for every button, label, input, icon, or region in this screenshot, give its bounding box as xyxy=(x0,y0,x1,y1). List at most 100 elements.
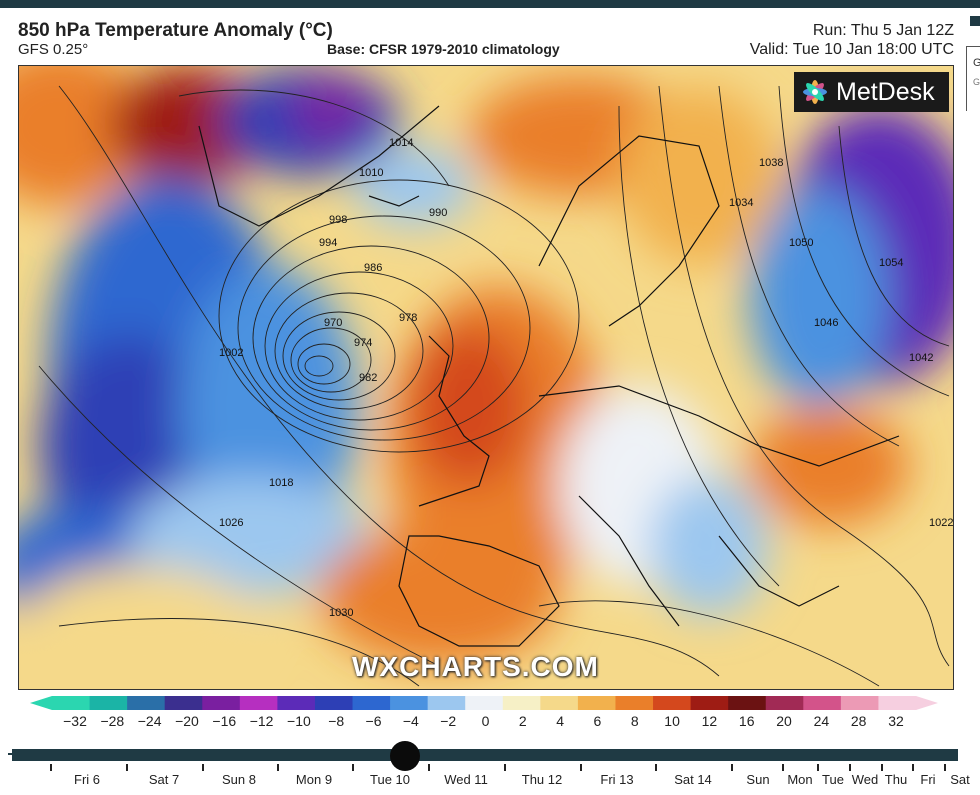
isobar-label: 986 xyxy=(364,262,382,274)
timeline-tick xyxy=(912,764,914,771)
colorbar-segment xyxy=(427,696,466,710)
metdesk-brand-text: MetDesk xyxy=(836,77,935,106)
timeline-tick xyxy=(817,764,819,771)
timeline-tick xyxy=(580,764,582,771)
isobar-label: 1026 xyxy=(219,517,243,529)
timeline-tick xyxy=(849,764,851,771)
colorbar-segment xyxy=(803,696,842,710)
colorbar-tick-label: 10 xyxy=(664,713,680,729)
colorbar-tick-label: 24 xyxy=(813,713,830,729)
colorbar-tick-label: −28 xyxy=(100,713,125,729)
time-slider-handle[interactable] xyxy=(390,741,420,771)
isobar-label: 994 xyxy=(319,237,337,249)
timeline-tick xyxy=(782,764,784,771)
colorbar-segment xyxy=(690,696,729,710)
timeline-day-label[interactable]: Wed xyxy=(851,772,879,787)
isobar-label: 1018 xyxy=(269,477,293,489)
timeline-tick xyxy=(944,764,946,771)
colorbar-tick-label: −6 xyxy=(365,713,382,729)
colorbar-tick-label: 2 xyxy=(518,713,527,729)
colorbar-segment xyxy=(127,696,166,710)
isobar-label: 974 xyxy=(354,337,372,349)
colorbar-segment xyxy=(314,696,354,710)
colorbar-tick-label: 16 xyxy=(738,713,755,729)
timeline-day-label[interactable]: Tue xyxy=(822,772,844,787)
map-canvas: 970 974 978 982 986 990 994 998 1002 101… xyxy=(19,66,953,689)
colorbar-tick-label: 32 xyxy=(888,713,904,729)
isobar-label: 1010 xyxy=(359,167,383,179)
colorbar-tick-label: 12 xyxy=(701,713,718,729)
colorbar-tick-label: −12 xyxy=(249,713,274,729)
run-time: Run: Thu 5 Jan 12Z xyxy=(812,22,954,39)
timeline-day-label[interactable]: Mon 9 xyxy=(295,772,333,787)
colorbar-segment xyxy=(89,696,128,710)
metdesk-logo: MetDesk xyxy=(794,72,949,112)
side-tab-label: G xyxy=(973,57,980,69)
isobar-label: 1014 xyxy=(389,137,413,149)
timeline-day-label[interactable]: Fri 13 xyxy=(600,772,634,787)
top-bar xyxy=(0,0,980,8)
colorbar-segment xyxy=(352,696,391,710)
side-tab-sub: G xyxy=(973,77,980,87)
timeline-day-label[interactable]: Mon xyxy=(787,772,813,787)
isobar-label: 1042 xyxy=(909,352,933,364)
isobar-label: 1030 xyxy=(329,607,353,619)
colorbar-tick-label: −20 xyxy=(175,713,199,729)
timeline-ticks xyxy=(0,764,980,772)
colorbar-segment xyxy=(502,696,541,710)
valid-time: Valid: Tue 10 Jan 18:00 UTC xyxy=(749,41,954,58)
colorbar-segment xyxy=(878,696,917,710)
timeline-day-label[interactable]: Sun 8 xyxy=(222,772,256,787)
colorbar-segment xyxy=(765,696,804,710)
timeline-day-label[interactable]: Tue 10 xyxy=(370,772,410,787)
temperature-field xyxy=(19,66,953,686)
timeline-day-label[interactable]: Thu 12 xyxy=(521,772,563,787)
model-label: GFS 0.25° xyxy=(18,41,89,58)
colorbar xyxy=(30,696,938,710)
colorbar-segment xyxy=(615,696,654,710)
colorbar-tick-label: −4 xyxy=(402,713,419,729)
colorbar-right-arrow xyxy=(916,696,938,710)
colorbar-tick-label: 4 xyxy=(556,713,565,729)
isobar-label: 1002 xyxy=(219,347,243,359)
isobar-labels: 970 974 978 982 986 990 994 998 1002 101… xyxy=(219,137,953,619)
time-slider-track[interactable] xyxy=(12,749,958,761)
timeline-day-label[interactable]: Sat 14 xyxy=(674,772,712,787)
colorbar-tick-labels: −32 −28 −24 −20 −16 −12 −10 −8 −6 −4 −2 0 2 4 6 8 10 12 16… xyxy=(0,713,980,733)
isobar-label: 978 xyxy=(399,312,417,324)
wxcharts-watermark: WXCHARTS.COM xyxy=(352,651,599,682)
timeline-day-label[interactable]: Thu xyxy=(884,772,908,787)
timeline-day-label[interactable]: Sat xyxy=(950,772,970,787)
colorbar-tick-label: −10 xyxy=(287,713,311,729)
colorbar-segment xyxy=(202,696,241,710)
colorbar-segment xyxy=(164,696,203,710)
timeline-day-label[interactable]: Fri xyxy=(920,772,936,787)
colorbar-tick-label: 0 xyxy=(481,713,490,729)
anomaly-map[interactable]: 970 974 978 982 986 990 994 998 1002 101… xyxy=(18,65,954,690)
timeline-day-label[interactable]: Fri 6 xyxy=(74,772,100,787)
isobar-label: 990 xyxy=(429,207,447,219)
colorbar-left-arrow xyxy=(30,696,52,710)
timeline-tick xyxy=(428,764,430,771)
isobar-label: 982 xyxy=(359,372,377,384)
timeline-tick xyxy=(202,764,204,771)
timeline-day-label[interactable]: Sun xyxy=(746,772,770,787)
metdesk-flower-icon xyxy=(803,80,827,104)
isobar-label: 998 xyxy=(329,214,347,226)
colorbar-tick-label: −16 xyxy=(212,713,237,729)
side-panel-tab[interactable]: G G xyxy=(966,46,980,111)
isobar-label: 1034 xyxy=(729,197,753,209)
timeline-tick xyxy=(277,764,279,771)
timeline-tick xyxy=(504,764,506,771)
timeline-day-label[interactable]: Sat 7 xyxy=(148,772,180,787)
colorbar-segment xyxy=(840,696,879,710)
colorbar-segment xyxy=(577,696,616,710)
timeline-start-marker xyxy=(8,753,12,755)
isobars xyxy=(38,85,950,687)
timeline-day-labels: Fri 6 Sat 7 Sun 8 Mon 9 Tue 10 Wed 11 Thu 12 Fr… xyxy=(0,772,980,792)
timeline-tick xyxy=(731,764,733,771)
timeline-tick xyxy=(881,764,883,771)
isobar-label: 1050 xyxy=(789,237,813,249)
timeline-day-label[interactable]: Wed 11 xyxy=(444,772,488,787)
colorbar-tick-label: 6 xyxy=(593,713,602,729)
